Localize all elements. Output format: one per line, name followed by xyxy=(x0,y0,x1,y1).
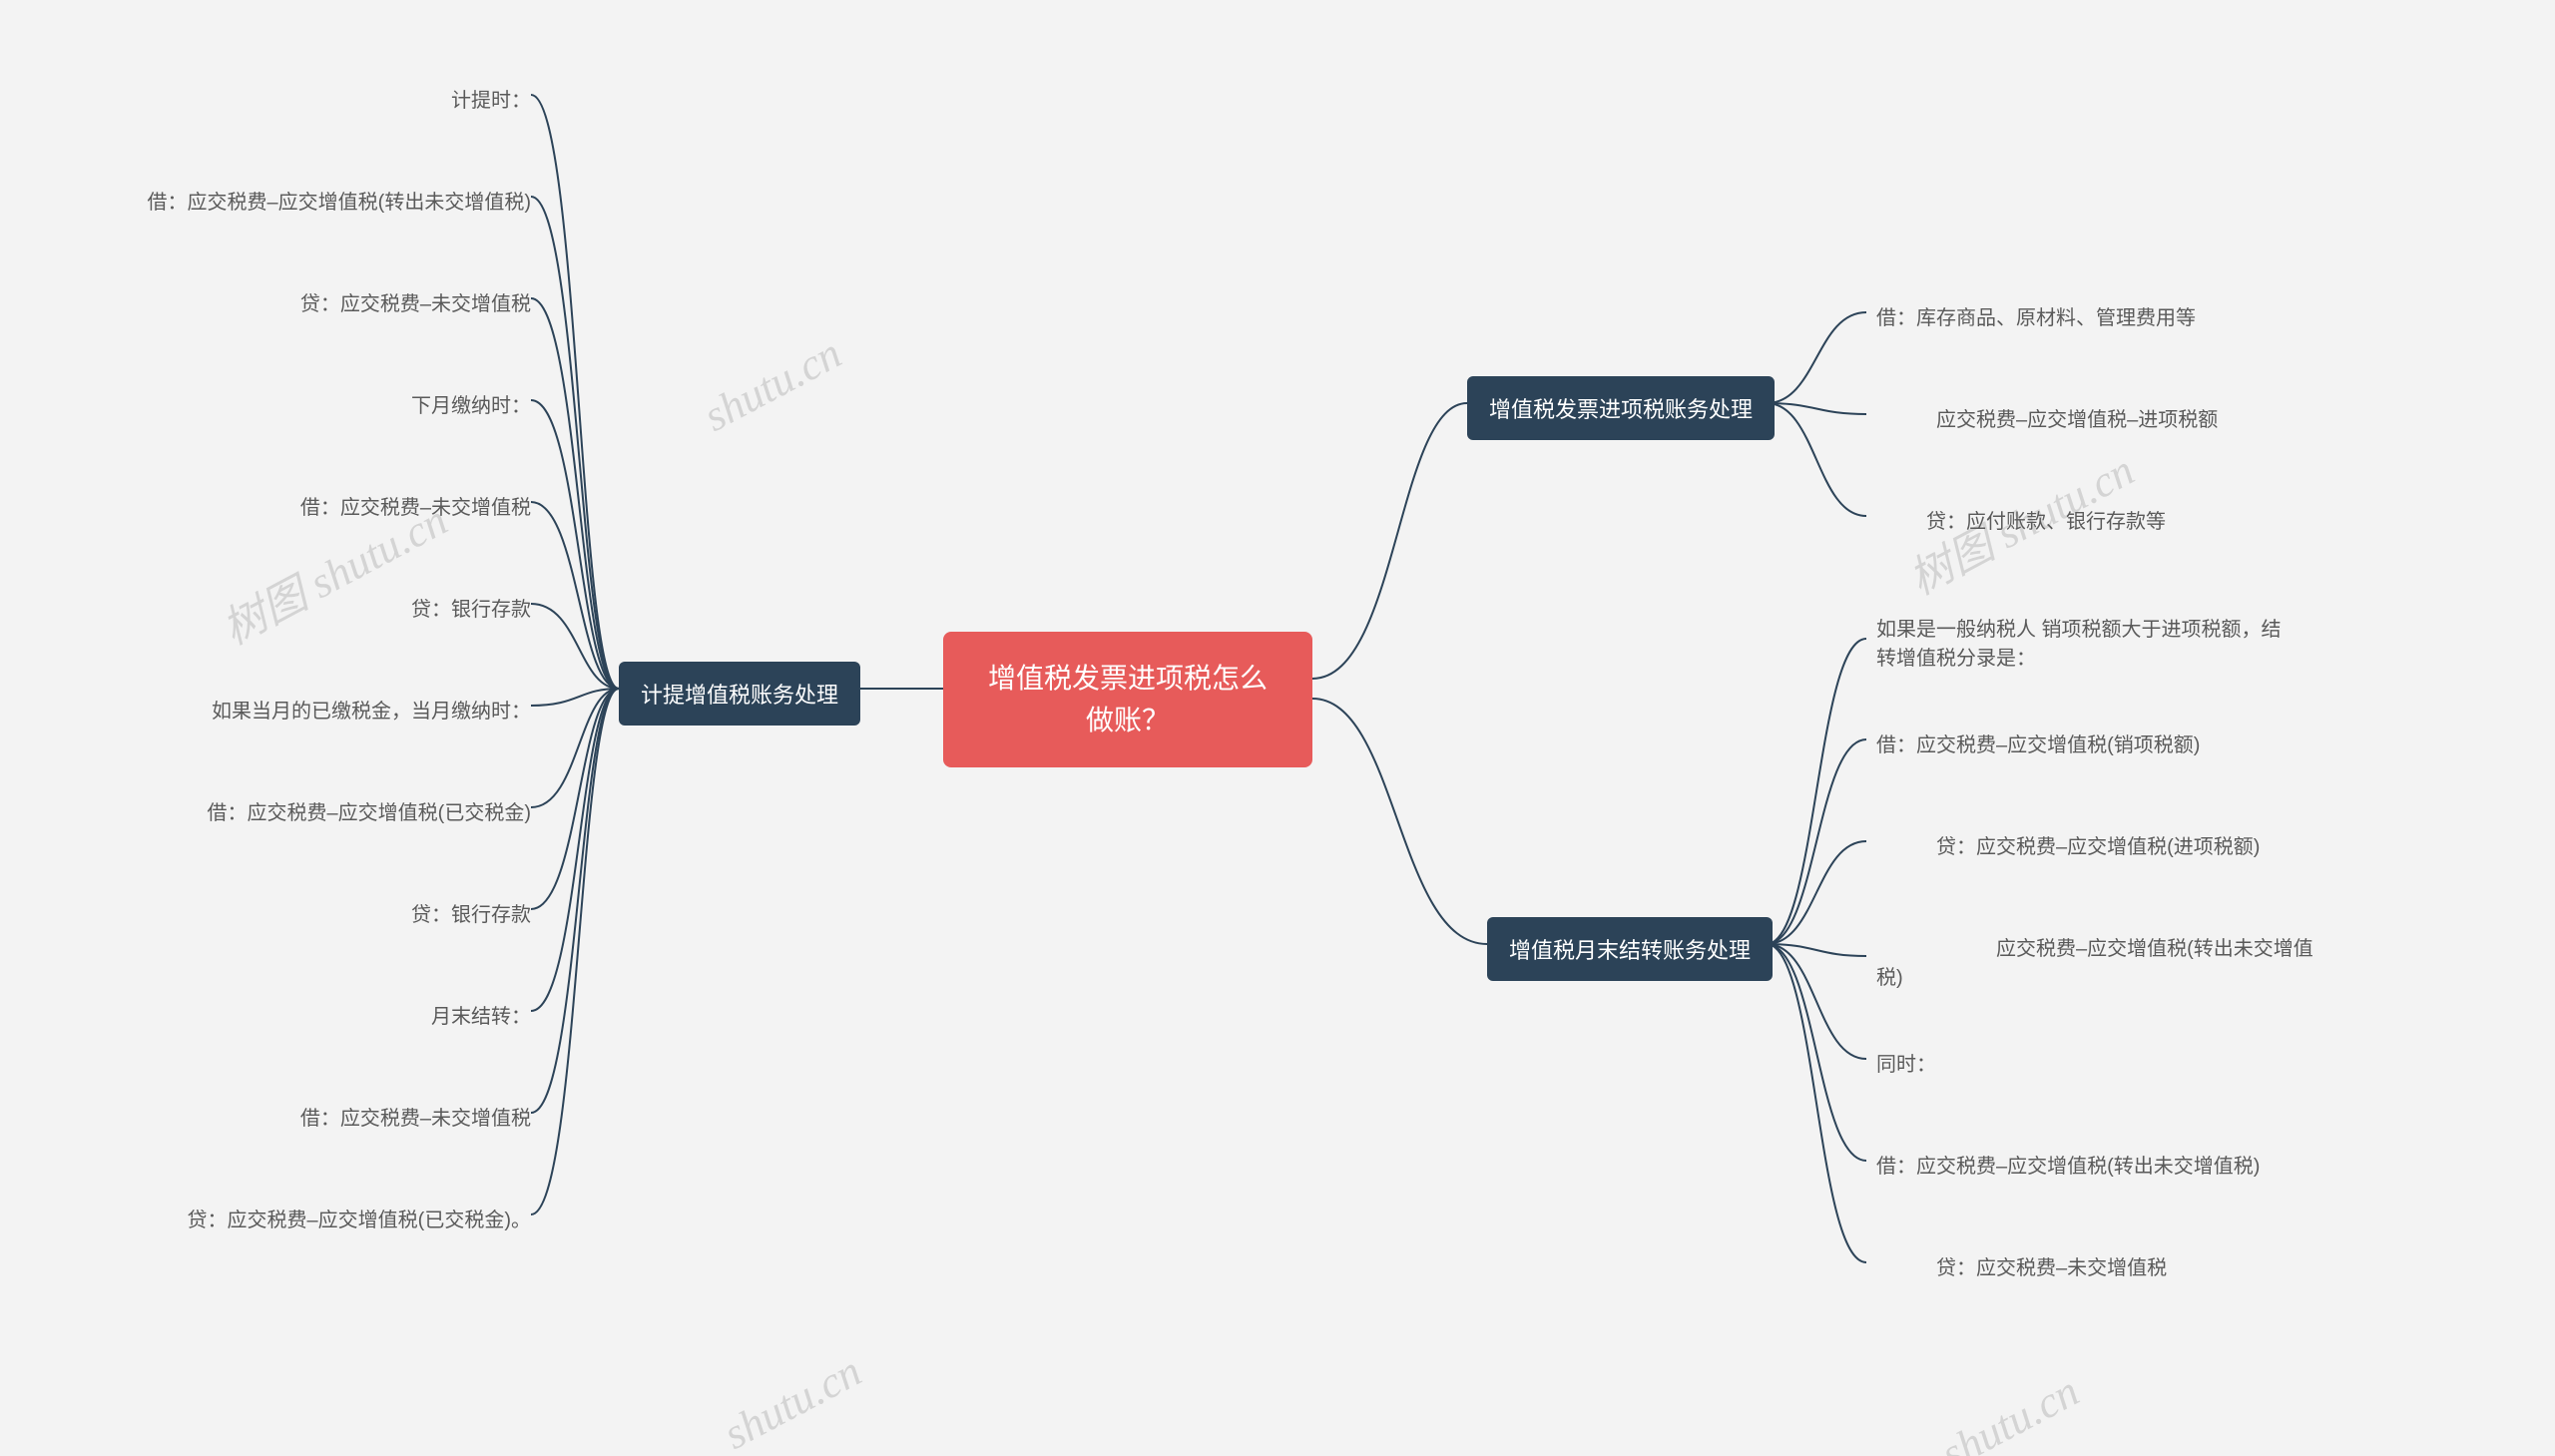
watermark: shutu.cn xyxy=(696,327,850,441)
leaf-left-0: 计提时： xyxy=(451,81,531,122)
leaf-left-6: 如果当月的已缴税金，当月缴纳时： xyxy=(212,692,531,732)
watermark: shutu.cn xyxy=(1933,1365,2088,1456)
leaf-left-1: 借：应交税费–应交增值税(转出未交增值税) xyxy=(148,183,531,224)
leaf-left-5: 贷：银行存款 xyxy=(411,590,531,631)
leaf-left-10: 借：应交税费–未交增值税 xyxy=(300,1099,531,1140)
leaf-r2-6: 贷：应交税费–未交增值税 xyxy=(1936,1248,2167,1289)
leaf-left-7: 借：应交税费–应交增值税(已交税金) xyxy=(208,793,531,834)
leaf-r2-2: 贷：应交税费–应交增值税(进项税额) xyxy=(1936,827,2260,868)
leaf-left-8: 贷：银行存款 xyxy=(411,895,531,936)
branch-right-2[interactable]: 增值税月末结转账务处理 xyxy=(1487,917,1773,981)
leaf-r2-4: 同时： xyxy=(1876,1045,1936,1086)
leaf-left-2: 贷：应交税费–未交增值税 xyxy=(300,284,531,325)
leaf-left-11: 贷：应交税费–应交增值税(已交税金)。 xyxy=(188,1201,531,1241)
branch-left[interactable]: 计提增值税账务处理 xyxy=(619,662,860,726)
leaf-r1-2: 贷：应付账款、银行存款等 xyxy=(1926,502,2166,543)
leaf-left-4: 借：应交税费–未交增值税 xyxy=(300,488,531,529)
leaf-r1-1: 应交税费–应交增值税–进项税额 xyxy=(1936,400,2218,441)
mindmap-canvas: 树图 shutu.cn shutu.cn 树图 shutu.cn shutu.c… xyxy=(0,0,2555,1456)
leaf-r2-1: 借：应交税费–应交增值税(销项税额) xyxy=(1876,726,2200,766)
leaf-left-9: 月末结转： xyxy=(431,997,531,1038)
leaf-r2-5: 借：应交税费–应交增值税(转出未交增值税) xyxy=(1876,1147,2260,1188)
leaf-r2-3: 应交税费–应交增值税(转出未交增值税) xyxy=(1876,929,2315,999)
leaf-r1-0: 借：库存商品、原材料、管理费用等 xyxy=(1876,298,2196,339)
branch-right-1[interactable]: 增值税发票进项税账务处理 xyxy=(1467,376,1775,440)
leaf-r2-0: 如果是一般纳税人 销项税额大于进项税额，结转增值税分录是： xyxy=(1876,610,2286,680)
watermark: shutu.cn xyxy=(716,1345,870,1456)
leaf-left-3: 下月缴纳时： xyxy=(411,386,531,427)
root-node[interactable]: 增值税发票进项税怎么做账？ xyxy=(943,632,1312,767)
